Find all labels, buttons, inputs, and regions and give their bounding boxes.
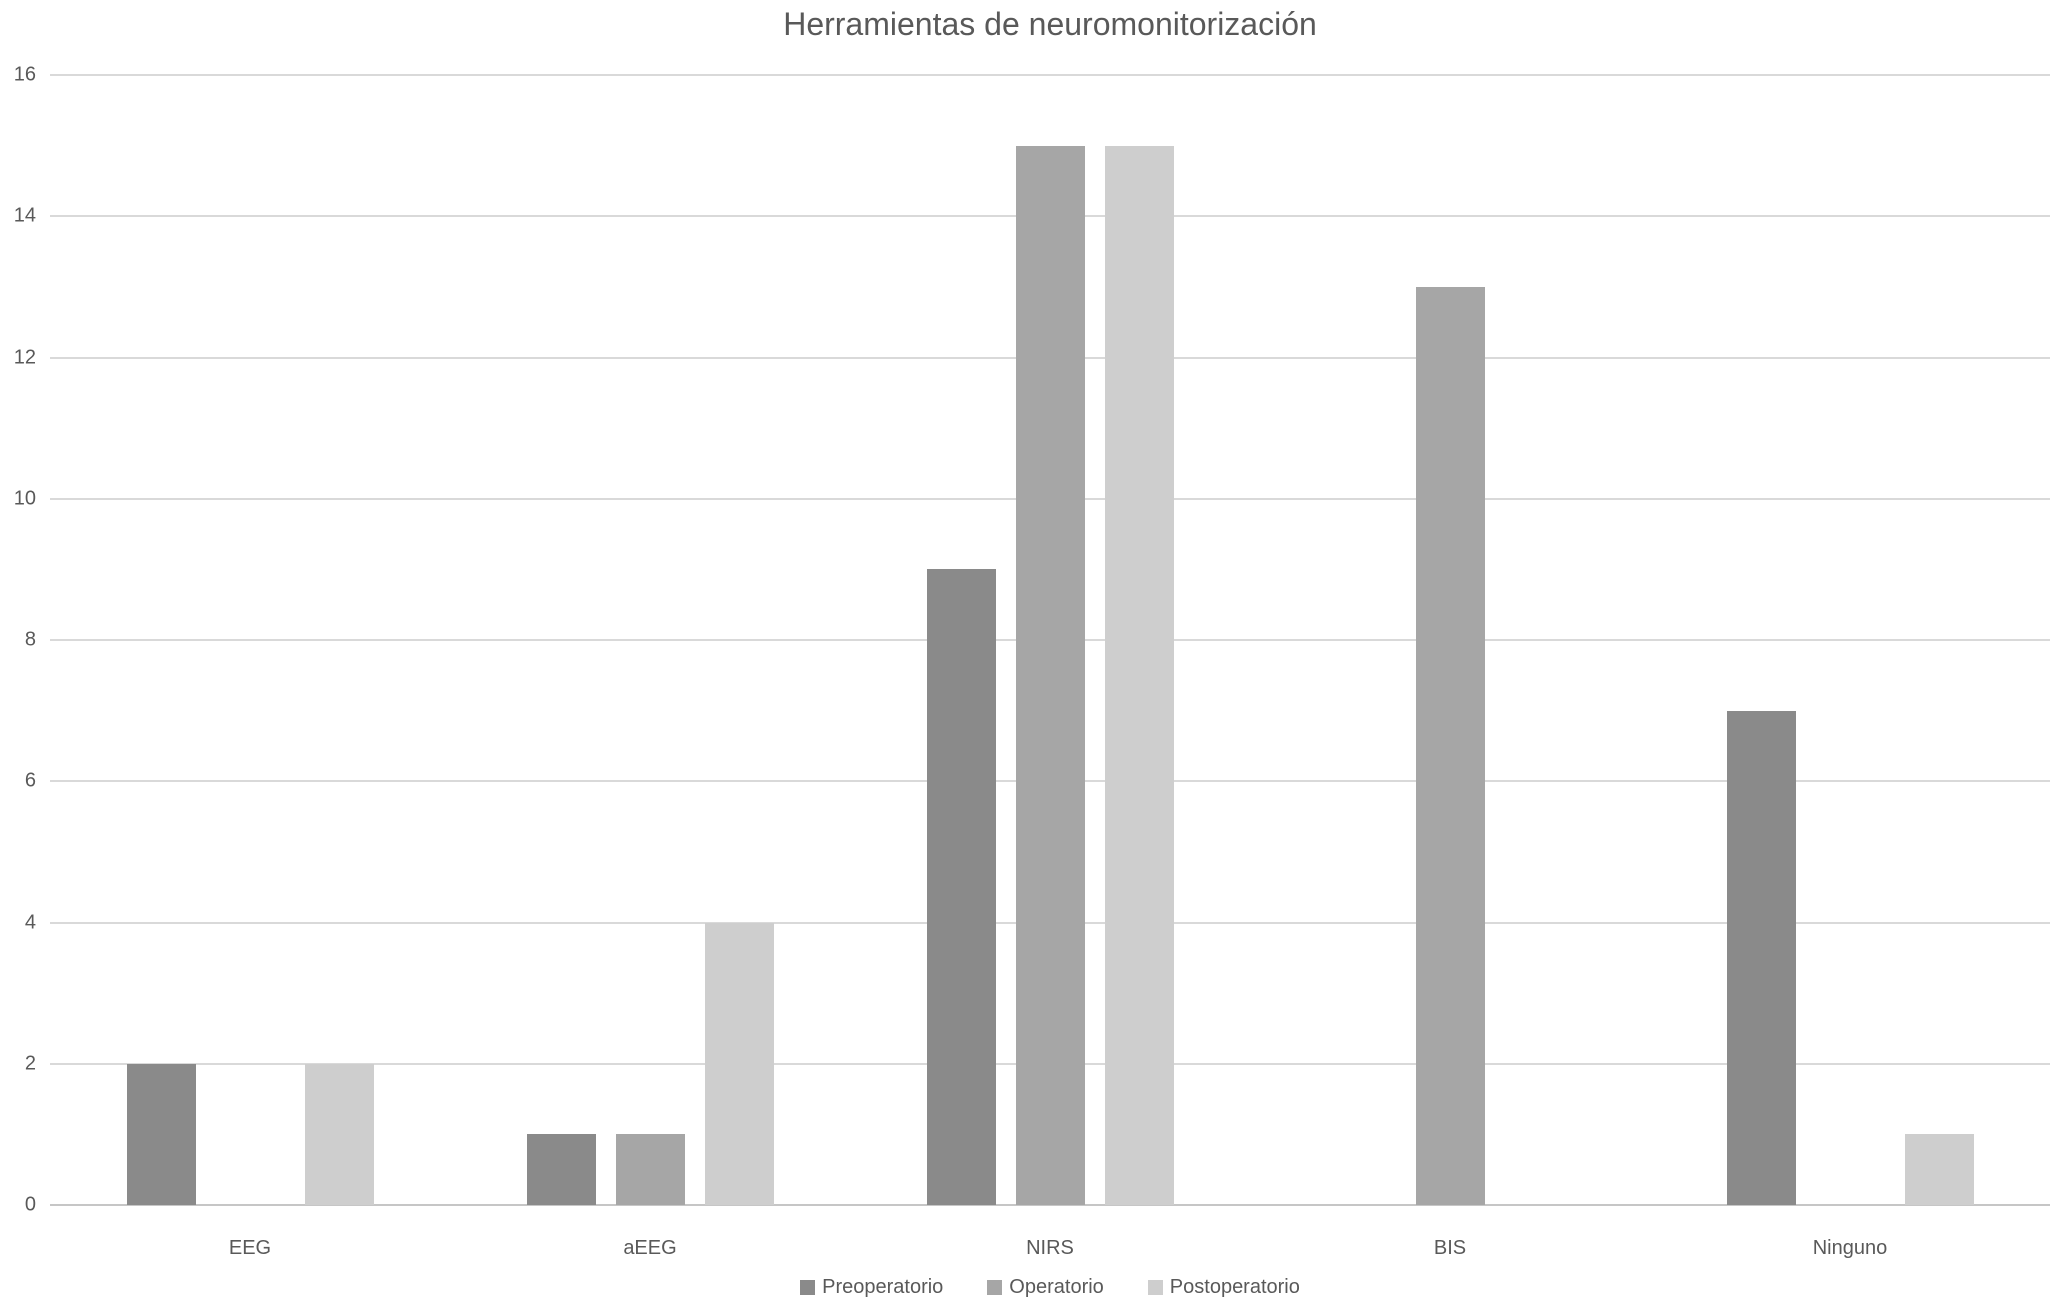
x-axis-line (50, 1204, 2050, 1206)
y-tick-label: 8 (24, 628, 36, 651)
x-tick-label: NIRS (1026, 1237, 1074, 1259)
x-tick-label: aEEG (623, 1237, 677, 1259)
y-tick-label: 16 (13, 63, 36, 86)
bar-nirs-postoperatorio (1104, 145, 1174, 1205)
y-tick-label: 6 (24, 769, 36, 792)
legend-item-postoperatorio: Postoperatorio (1147, 1276, 1300, 1299)
legend: Preoperatorio Operatorio Postoperatorio (50, 1276, 2050, 1299)
legend-label: Preoperatorio (822, 1276, 944, 1298)
bar-eeg-postoperatorio (304, 1063, 374, 1205)
bar-ninguno-postoperatorio (1904, 1134, 1974, 1205)
legend-swatch (1147, 1280, 1163, 1295)
legend-label: Operatorio (1009, 1276, 1104, 1298)
bar-nirs-preoperatorio (926, 569, 996, 1205)
bar-ninguno-preoperatorio (1726, 710, 1796, 1205)
bar-eeg-preoperatorio (126, 1063, 196, 1205)
bar-nirs-operatorio (1015, 145, 1085, 1205)
y-tick-label: 12 (13, 346, 36, 368)
y-tick-label: 4 (24, 911, 36, 933)
legend-label: Postoperatorio (1169, 1276, 1300, 1298)
legend-swatch (800, 1280, 816, 1295)
y-tick-label: 0 (24, 1193, 36, 1216)
bar-aeeg-operatorio (615, 1134, 685, 1205)
y-tick-label: 10 (13, 487, 36, 510)
x-tick-label: EEG (228, 1237, 272, 1259)
bar-bis-operatorio (1415, 286, 1485, 1205)
gridline (50, 74, 2050, 76)
bar-aeeg-postoperatorio (704, 922, 774, 1205)
bar-aeeg-preoperatorio (526, 1134, 596, 1205)
legend-item-preoperatorio: Preoperatorio (800, 1276, 943, 1299)
chart-title: Herramientas de neuromonitorización (783, 6, 1317, 42)
y-tick-label: 14 (13, 204, 36, 227)
x-tick-label: BIS (1433, 1237, 1467, 1259)
legend-item-operatorio: Operatorio (987, 1276, 1104, 1299)
legend-swatch (987, 1280, 1003, 1295)
y-tick-label: 2 (24, 1052, 36, 1075)
x-tick-label: Ninguno (1812, 1237, 1888, 1259)
